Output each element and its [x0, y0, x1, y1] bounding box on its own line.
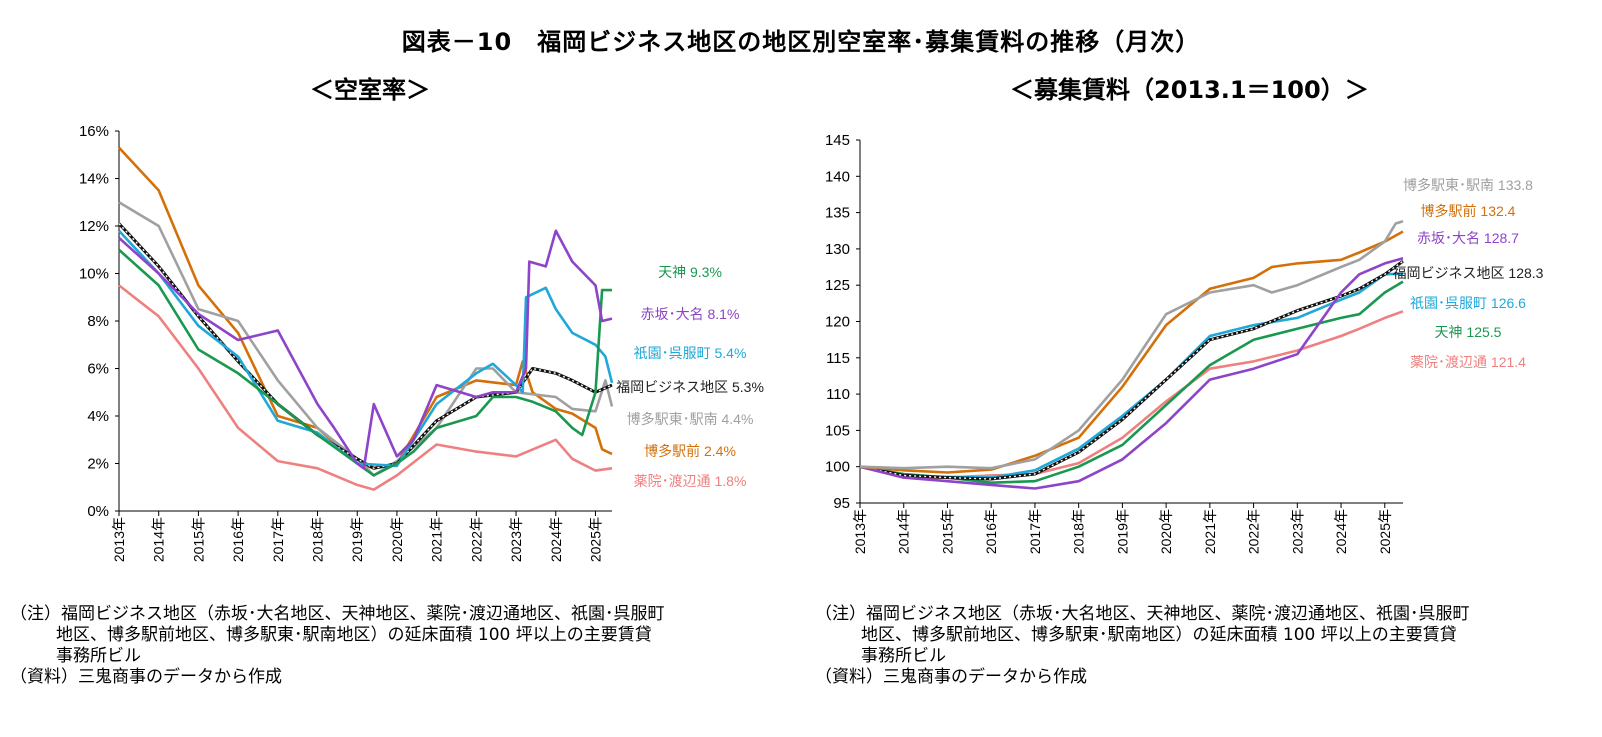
series-line-fukuoka-markers	[118, 223, 613, 470]
series-line-hakataeki_higashi	[859, 220, 1404, 470]
x-tick-label: 2019年	[1114, 509, 1130, 554]
x-tick-label: 2014年	[896, 509, 912, 554]
y-tick-label: 12%	[79, 218, 109, 235]
series-label-tenjin: 天神 125.5	[1435, 324, 1502, 340]
x-tick-label: 2018年	[1071, 509, 1087, 554]
series-label-yakuin: 薬院･渡辺通 1.8%	[634, 473, 747, 489]
x-tick-label: 2024年	[548, 517, 564, 562]
y-tick-label: 115	[826, 350, 850, 367]
series-line-gion	[118, 229, 614, 468]
y-tick-label: 95	[833, 495, 850, 512]
y-tick-label: 8%	[87, 313, 109, 330]
y-tick-label: 140	[825, 168, 850, 185]
series-label-fukuoka: 福岡ビジネス地区 128.3	[1393, 265, 1544, 281]
vacancy-chart-notes: （注）福岡ビジネス地区（赤坂･大名地区、天神地区、薬院･渡辺通地区、祇園･呉服町…	[10, 604, 780, 688]
y-tick-label: 135	[825, 205, 850, 222]
series-line-hakataekimae	[859, 230, 1404, 474]
series-label-hakataeki_higashi: 博多駅東･駅南 4.4%	[627, 411, 754, 427]
x-tick-label: 2021年	[1202, 509, 1218, 554]
y-tick-label: 105	[825, 422, 850, 439]
x-tick-label: 2019年	[349, 517, 365, 562]
note-line: 事務所ビル	[56, 646, 141, 666]
note-line: （注）福岡ビジネス地区（赤坂･大名地区、天神地区、薬院･渡辺通地区、祇園･呉服町	[815, 604, 1470, 624]
x-tick-label: 2017年	[270, 517, 286, 562]
series-label-hakataekimae: 博多駅前 2.4%	[644, 443, 736, 459]
series-line-fukuoka	[117, 222, 613, 470]
y-tick-label: 2%	[87, 456, 109, 473]
x-tick-label: 2024年	[1333, 509, 1349, 554]
series-label-gion: 祇園･呉服町 126.6	[1410, 295, 1526, 311]
series-label-akasaka: 赤坂･大名 8.1%	[641, 306, 740, 322]
rent-chart-subtitle: ＜募集賃料（2013.1＝100）＞	[1010, 76, 1369, 104]
x-tick-label: 2015年	[939, 509, 955, 554]
x-tick-label: 2020年	[1158, 509, 1174, 554]
source-note: （資料）三鬼商事のデータから作成	[10, 667, 282, 687]
series-line-akasaka	[859, 257, 1404, 490]
series-line-tenjin	[118, 248, 612, 477]
x-tick-label: 2025年	[587, 517, 603, 562]
y-tick-label: 110	[826, 386, 850, 403]
note-line: （注）福岡ビジネス地区（赤坂･大名地区、天神地区、薬院･渡辺通地区、祇園･呉服町	[10, 604, 665, 624]
x-tick-label: 2022年	[468, 517, 484, 562]
x-tick-label: 2023年	[508, 517, 524, 562]
x-tick-label: 2014年	[151, 517, 167, 562]
x-tick-label: 2021年	[429, 517, 445, 562]
note-line: 地区、博多駅前地区、博多駅東･駅南地区）の延床面積 100 坪以上の主要賃貸	[56, 625, 652, 645]
series-label-fukuoka: 福岡ビジネス地区 5.3%	[616, 379, 764, 395]
series-line-fukuoka	[859, 259, 1404, 481]
x-tick-label: 2013年	[852, 509, 868, 554]
vacancy-chart: 0% 2% 4% 6% 8% 10% 12% 14% 16% 2013年 2014年 2015年 201…	[79, 123, 764, 562]
note-line: 地区、博多駅前地区、博多駅東･駅南地区）の延床面積 100 坪以上の主要賃貸	[861, 625, 1457, 645]
y-tick-label: 100	[825, 459, 850, 476]
y-tick-label: 0%	[87, 503, 109, 520]
series-line-yakuin	[118, 284, 613, 491]
x-tick-label: 2020年	[389, 517, 405, 562]
x-tick-label: 2018年	[310, 517, 326, 562]
x-tick-label: 2013年	[111, 517, 127, 562]
y-tick-label: 145	[825, 132, 850, 149]
series-label-hakataeki_higashi: 博多駅東･駅南 133.8	[1403, 177, 1533, 193]
series-line-akasaka	[118, 229, 613, 470]
series-label-tenjin: 天神 9.3%	[658, 264, 722, 280]
y-tick-label: 125	[825, 277, 850, 294]
rent-chart: 95 100 105 110 115 120 125 130 135 140 145 2013年 201…	[825, 132, 1544, 554]
x-tick-label: 2022年	[1246, 509, 1262, 554]
x-tick-label: 2015年	[190, 517, 206, 562]
x-tick-label: 2016年	[983, 509, 999, 554]
x-tick-label: 2023年	[1289, 509, 1305, 554]
series-label-yakuin: 薬院･渡辺通 121.4	[1410, 354, 1526, 370]
series-label-akasaka: 赤坂･大名 128.7	[1417, 230, 1519, 246]
y-tick-label: 6%	[87, 361, 109, 378]
x-tick-label: 2025年	[1377, 509, 1393, 554]
y-tick-label: 120	[825, 314, 850, 331]
series-line-fukuoka-markers	[859, 260, 1404, 480]
note-line: 事務所ビル	[861, 646, 946, 666]
y-tick-label: 130	[825, 241, 850, 258]
y-tick-label: 10%	[79, 266, 109, 283]
x-tick-label: 2016年	[230, 517, 246, 562]
source-note: （資料）三鬼商事のデータから作成	[815, 667, 1087, 687]
vacancy-chart-subtitle: ＜空室率＞	[310, 76, 430, 104]
series-line-hakataeki_higashi	[118, 201, 614, 477]
figure-title: 図表－10 福岡ビジネス地区の地区別空室率･募集賃料の推移（月次）	[401, 28, 1201, 56]
y-tick-label: 16%	[79, 123, 109, 140]
y-tick-label: 4%	[87, 408, 109, 425]
series-label-gion: 祇園･呉服町 5.4%	[634, 345, 747, 361]
rent-chart-notes: （注）福岡ビジネス地区（赤坂･大名地区、天神地区、薬院･渡辺通地区、祇園･呉服町…	[815, 604, 1585, 688]
x-tick-label: 2017年	[1027, 509, 1043, 554]
y-tick-label: 14%	[79, 171, 109, 188]
series-line-hakataekimae	[118, 146, 613, 470]
series-label-hakataekimae: 博多駅前 132.4	[1421, 203, 1516, 219]
